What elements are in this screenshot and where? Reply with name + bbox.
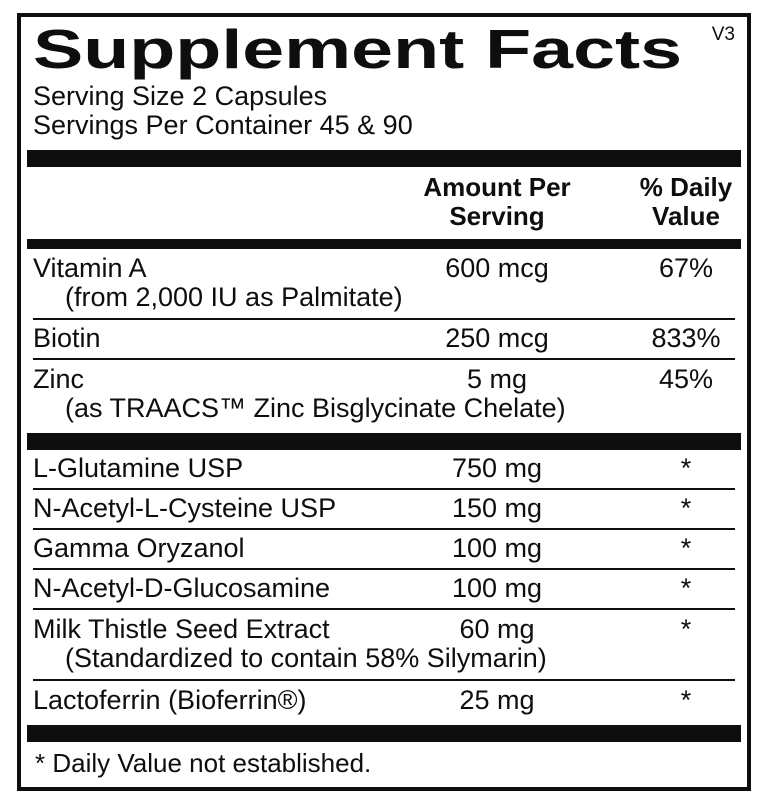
serving-size-text: Serving Size 2 Capsules [33,81,328,111]
ingredient-row: L-Glutamine USP 750 mg * [33,450,735,488]
daily-value-footnote: * Daily Value not established. [35,748,372,778]
ingredient-name: N-Acetyl-D-Glucosamine [33,573,331,603]
header-divider-bar [27,239,741,249]
section-divider-bar [27,433,741,450]
ingredient-daily-value: * [680,614,692,644]
ingredient-daily-value: * [680,685,692,715]
ingredient-name: L-Glutamine USP [33,453,244,483]
section-divider-bar [27,150,741,167]
ingredient-amount: 100 mg [451,573,543,603]
servings-per-container-text: Servings Per Container 45 & 90 [33,110,413,140]
ingredient-row: Zinc 5 mg 45% (as TRAACS™ Zinc Bisglycin… [33,358,735,429]
ingredient-row: Gamma Oryzanol 100 mg * [33,528,735,568]
ingredient-name: N-Acetyl-L-Cysteine USP [33,493,337,523]
daily-value-header: % Daily Value [639,172,733,231]
ingredient-row: Lactoferrin (Bioferrin®) 25 mg * [33,679,735,721]
ingredient-daily-value: 833% [651,323,721,353]
ingredient-name: Lactoferrin (Bioferrin®) [33,685,307,715]
ingredient-row: N-Acetyl-D-Glucosamine 100 mg * [33,568,735,608]
ingredient-row: Vitamin A 600 mcg 67% (from 2,000 IU as … [33,249,735,318]
ingredient-name: Gamma Oryzanol [33,533,245,563]
ingredient-detail: (as TRAACS™ Zinc Bisglycinate Chelate) [65,393,566,423]
ingredient-detail: (Standardized to contain 58% Silymarin) [65,643,547,673]
ingredient-daily-value: 67% [658,253,714,283]
ingredient-amount: 5 mg [466,364,528,394]
ingredient-amount: 100 mg [451,533,543,563]
column-header-row: Amount Per Serving % Daily Value [33,167,735,239]
ingredient-amount: 250 mcg [445,323,549,353]
ingredient-name: Zinc [33,364,85,394]
ingredient-name: Milk Thistle Seed Extract [33,614,330,644]
ingredient-name: Vitamin A [33,253,147,283]
ingredient-amount: 750 mg [451,453,543,483]
ingredient-daily-value: * [680,493,692,523]
ingredient-daily-value: * [680,533,692,563]
ingredient-daily-value: * [680,453,692,483]
ingredient-row: Milk Thistle Seed Extract 60 mg * (Stand… [33,608,735,679]
label-title-row: Supplement Facts V3 [33,20,735,78]
ingredient-amount: 150 mg [451,493,543,523]
ingredient-daily-value: 45% [658,364,714,394]
serving-info: Serving Size 2 Capsules Servings Per Con… [33,82,735,140]
footnote-divider-bar [27,725,741,742]
ingredient-name: Biotin [33,323,101,353]
ingredient-amount: 600 mcg [445,253,549,283]
ingredient-amount: 60 mg [459,614,535,644]
ingredient-daily-value: * [680,573,692,603]
ingredient-detail: (from 2,000 IU as Palmitate) [65,282,403,312]
version-superscript: V3 [711,24,735,45]
supplement-facts-panel: Supplement Facts V3 Serving Size 2 Capsu… [17,13,751,791]
ingredient-column-spacer [33,173,381,231]
ingredient-amount: 25 mg [459,685,535,715]
ingredient-row: Biotin 250 mcg 833% [33,318,735,358]
ingredient-row: N-Acetyl-L-Cysteine USP 150 mg * [33,488,735,528]
page-title: Supplement Facts [33,18,682,80]
amount-per-serving-header: Amount Per Serving [423,172,571,231]
